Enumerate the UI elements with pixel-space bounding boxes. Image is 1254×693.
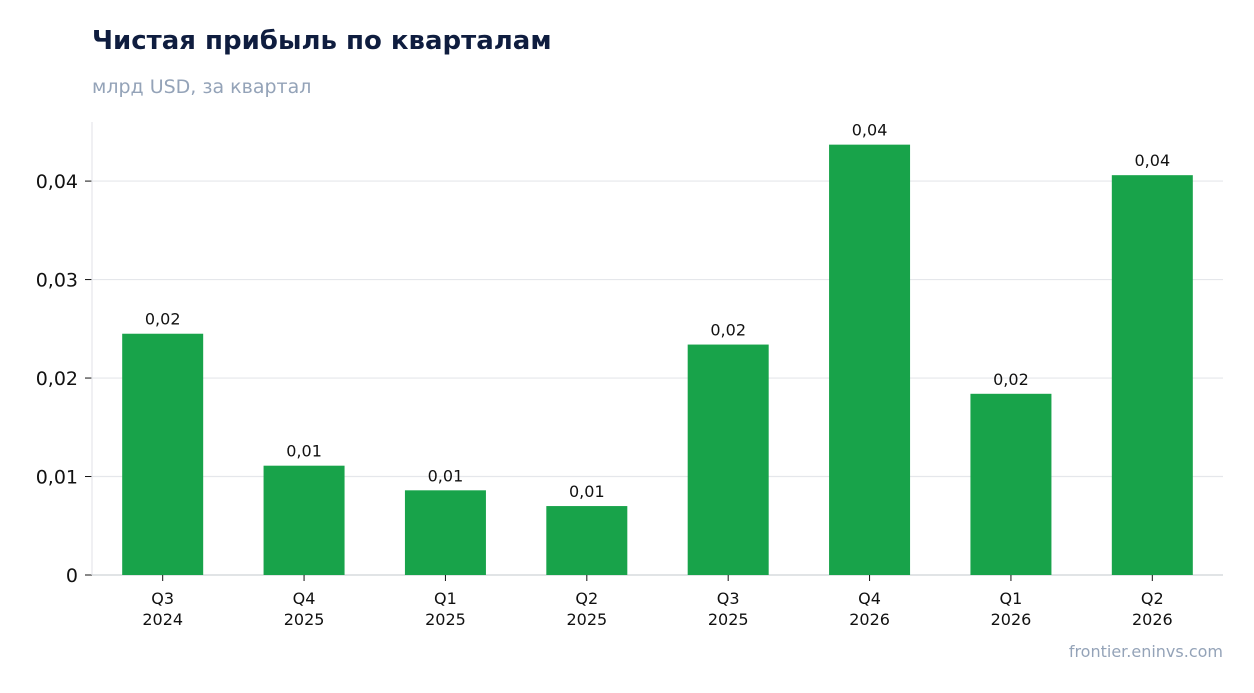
x-tick-label-quarter: Q3 xyxy=(151,589,174,608)
bar xyxy=(546,506,628,575)
data-label: 0,02 xyxy=(993,370,1029,389)
bars xyxy=(122,144,1193,575)
source-link[interactable]: frontier.eninvs.com xyxy=(1068,642,1223,661)
chart-title: Чистая прибыль по кварталам xyxy=(92,26,552,56)
x-tick-label-quarter: Q1 xyxy=(434,589,457,608)
grid-lines xyxy=(92,180,1223,478)
x-tick-label-quarter: Q3 xyxy=(717,589,740,608)
x-tick-label-quarter: Q1 xyxy=(1000,589,1023,608)
data-label: 0,02 xyxy=(710,321,746,340)
y-tick-label: 0,04 xyxy=(36,171,78,193)
y-tick-label: 0 xyxy=(66,565,78,587)
chart-subtitle: млрд USD, за квартал xyxy=(92,76,312,98)
y-tick-label: 0,03 xyxy=(36,270,78,292)
x-tick-label-year: 2026 xyxy=(849,610,890,629)
x-tick-label-quarter: Q4 xyxy=(858,589,881,608)
x-tick-label-quarter: Q4 xyxy=(293,589,316,608)
data-label: 0,04 xyxy=(1135,151,1171,170)
bar xyxy=(970,393,1052,575)
x-tick-label-year: 2025 xyxy=(708,610,749,629)
data-label: 0,01 xyxy=(428,466,464,485)
y-tick-label: 0,02 xyxy=(36,368,78,390)
x-tick-label-quarter: Q2 xyxy=(1141,589,1164,608)
bar xyxy=(122,333,204,575)
data-label: 0,04 xyxy=(852,121,888,140)
bar xyxy=(687,344,769,575)
y-tick-label: 0,01 xyxy=(36,467,78,489)
data-label: 0,02 xyxy=(145,310,181,329)
bar xyxy=(404,490,486,575)
bar xyxy=(829,144,911,575)
bar xyxy=(1111,175,1193,575)
x-tick-label-year: 2025 xyxy=(425,610,466,629)
data-label: 0,01 xyxy=(569,482,605,501)
data-labels: 0,02 0,01 0,01 0,01 0,02 0,04 0,02 0,04 xyxy=(145,121,1170,501)
x-tick-label-year: 2026 xyxy=(991,610,1032,629)
bar xyxy=(263,465,345,575)
x-tick-label-quarter: Q2 xyxy=(575,589,598,608)
data-label: 0,01 xyxy=(286,442,322,461)
x-tick-label-year: 2024 xyxy=(142,610,183,629)
x-tick-label-year: 2026 xyxy=(1132,610,1173,629)
x-tick-label-year: 2025 xyxy=(566,610,607,629)
axes: 0 0,01 0,02 0,03 0,04 Q3 2024 Q4 2025 Q1 2025 Q2 202… xyxy=(36,122,1223,629)
x-tick-label-year: 2025 xyxy=(284,610,325,629)
